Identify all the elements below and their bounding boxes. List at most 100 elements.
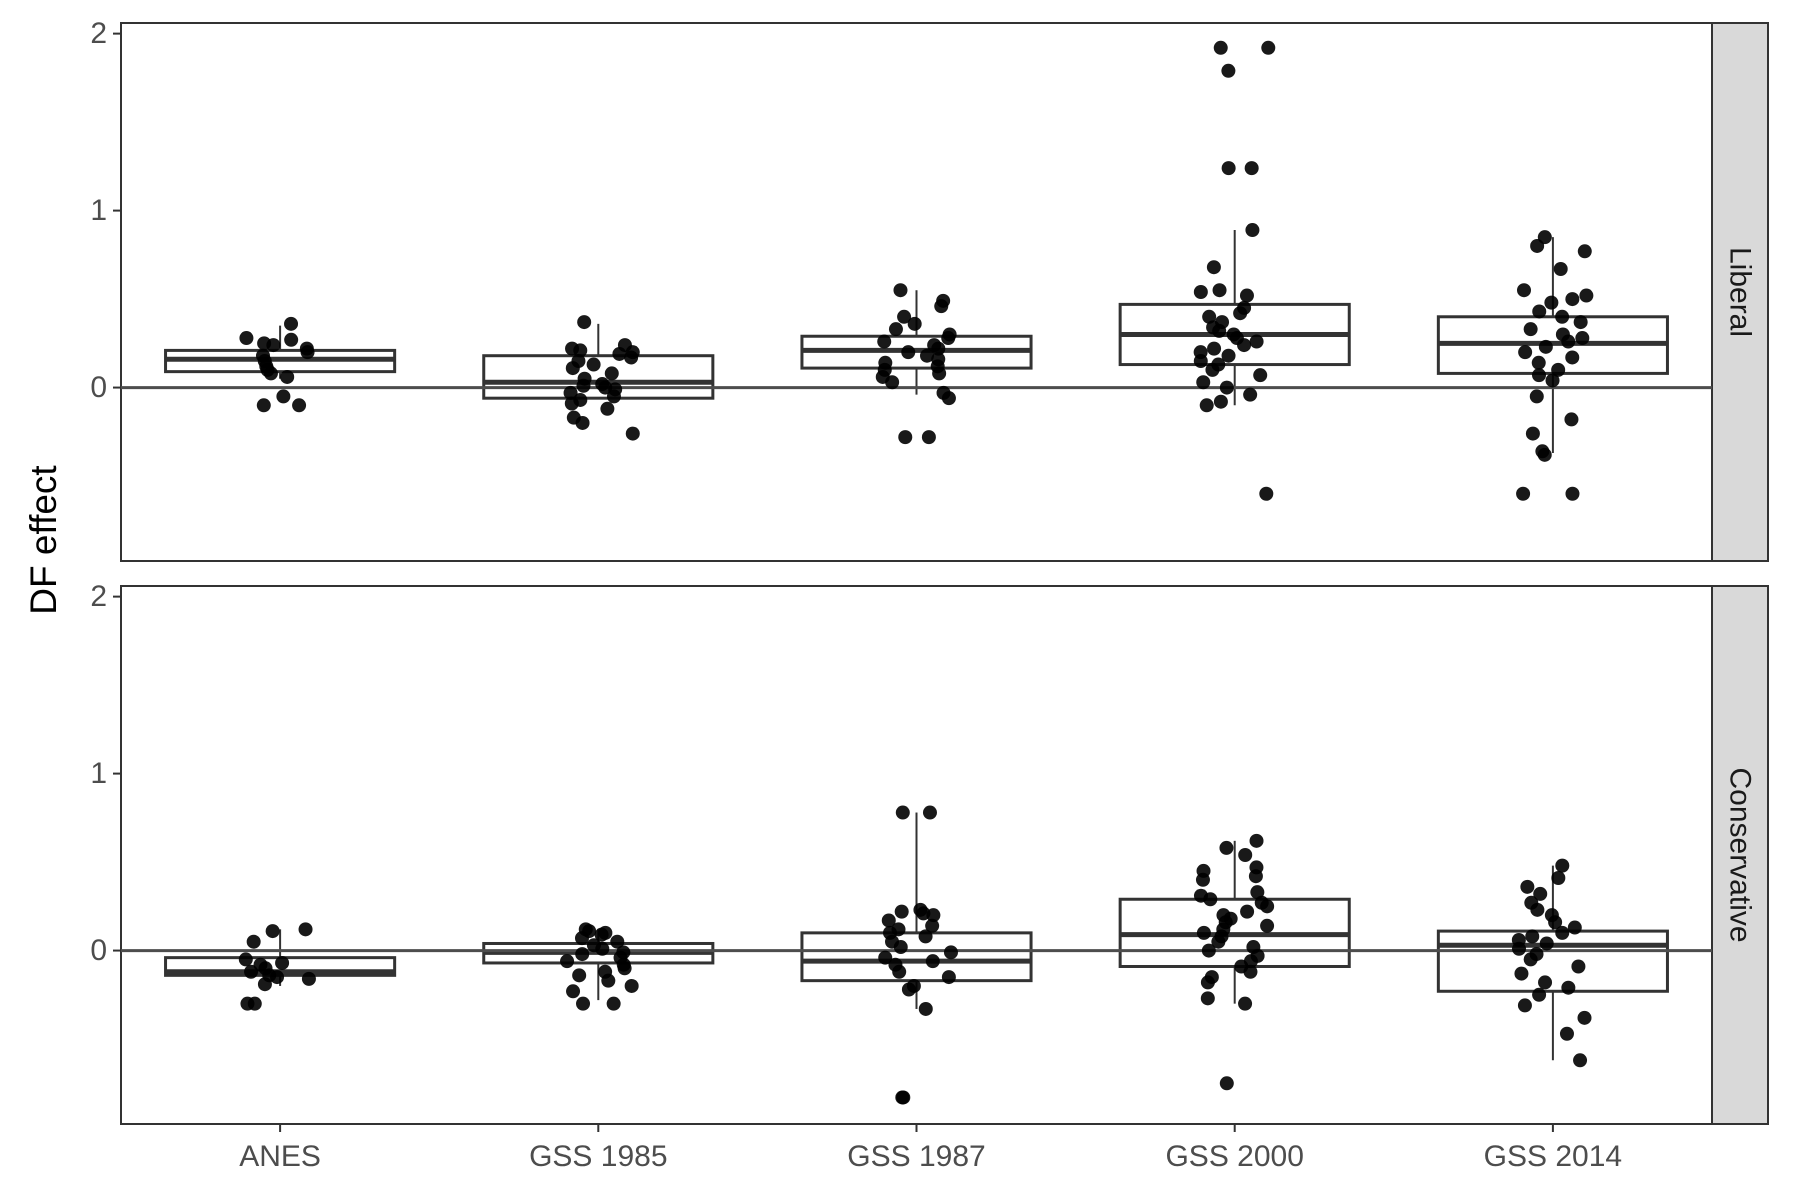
- data-point: [926, 908, 941, 923]
- data-point: [1259, 486, 1274, 501]
- data-point: [595, 941, 610, 956]
- data-point: [901, 982, 916, 997]
- data-point: [1206, 260, 1221, 275]
- box-iqr: [1436, 929, 1669, 993]
- data-point: [934, 299, 949, 314]
- data-point: [932, 366, 947, 381]
- data-point: [897, 309, 912, 324]
- data-point: [898, 430, 913, 445]
- data-point: [1561, 980, 1576, 995]
- data-point: [1539, 936, 1554, 951]
- data-point: [1233, 306, 1248, 321]
- y-tick-label: 0: [90, 934, 107, 967]
- data-point: [572, 968, 587, 983]
- data-point: [922, 805, 937, 820]
- data-point: [1517, 998, 1532, 1013]
- data-point: [575, 947, 590, 962]
- data-point: [1565, 350, 1580, 365]
- data-point: [300, 345, 315, 360]
- data-point: [263, 366, 278, 381]
- data-point: [1238, 848, 1253, 862]
- data-point: [624, 978, 639, 993]
- data-point: [1565, 486, 1580, 501]
- data-point: [576, 996, 591, 1011]
- data-point: [1260, 899, 1275, 914]
- data-point: [594, 927, 609, 942]
- data-point: [1199, 398, 1214, 413]
- data-point: [1250, 885, 1265, 900]
- data-point: [881, 913, 896, 928]
- data-point: [1249, 334, 1264, 349]
- data-point: [1565, 292, 1580, 307]
- y-tick-label: 0: [90, 371, 107, 404]
- data-point: [907, 316, 922, 331]
- data-point: [1538, 339, 1553, 354]
- data-point: [1200, 975, 1215, 990]
- data-point: [1203, 892, 1218, 907]
- data-point: [1573, 315, 1588, 330]
- data-point: [577, 315, 592, 330]
- data-point: [918, 1001, 933, 1016]
- data-point: [1530, 238, 1545, 253]
- data-point: [1538, 975, 1553, 990]
- data-point: [601, 973, 616, 988]
- data-point: [878, 950, 893, 965]
- data-point: [1221, 348, 1236, 363]
- data-point: [275, 955, 290, 970]
- data-point: [1219, 840, 1234, 855]
- data-point: [896, 1090, 911, 1105]
- data-point: [247, 996, 262, 1011]
- data-point: [1517, 283, 1532, 298]
- data-point: [1573, 1053, 1588, 1068]
- data-point: [1529, 389, 1544, 404]
- data-point: [920, 348, 935, 363]
- data-point: [1207, 341, 1222, 356]
- facet-strip-label: Conservative: [1724, 767, 1757, 942]
- data-point: [1561, 334, 1576, 349]
- data-point: [895, 805, 910, 820]
- data-point: [931, 341, 946, 356]
- data-point: [576, 378, 591, 393]
- data-point: [1571, 959, 1586, 974]
- box-iqr: [482, 354, 715, 400]
- data-point: [1533, 886, 1548, 901]
- data-point: [1253, 368, 1268, 383]
- data-point: [1520, 879, 1535, 894]
- data-point: [1200, 991, 1215, 1006]
- data-point: [276, 389, 291, 404]
- data-point: [1239, 288, 1254, 303]
- data-point: [280, 369, 295, 384]
- y-tick-label: 1: [90, 757, 107, 790]
- data-point: [565, 361, 580, 376]
- x-tick-label: GSS 2014: [1484, 1140, 1622, 1173]
- data-point: [612, 346, 627, 361]
- data-point: [625, 426, 640, 441]
- data-point: [1532, 304, 1547, 319]
- data-point: [1212, 323, 1227, 338]
- data-point: [1196, 375, 1211, 390]
- data-point: [892, 964, 907, 979]
- data-point: [1249, 833, 1264, 848]
- data-point: [301, 971, 316, 986]
- data-point: [1532, 987, 1547, 1002]
- data-point: [1193, 354, 1208, 369]
- data-point: [885, 375, 900, 390]
- data-point: [1548, 915, 1563, 930]
- data-point: [1243, 964, 1258, 979]
- data-point: [573, 343, 588, 358]
- data-point: [1551, 362, 1566, 377]
- data-point: [284, 332, 299, 347]
- facet-strip-label: Liberal: [1724, 247, 1757, 337]
- x-tick-label: ANES: [239, 1140, 321, 1173]
- data-point: [1245, 223, 1260, 238]
- data-point: [246, 934, 261, 949]
- box-3: [800, 812, 1033, 1009]
- data-point: [1564, 412, 1579, 427]
- data-point: [1525, 929, 1540, 944]
- data-point: [575, 415, 590, 430]
- data-point: [1544, 295, 1559, 310]
- data-point: [1567, 920, 1582, 935]
- data-point: [1238, 996, 1253, 1011]
- data-point: [1205, 362, 1220, 377]
